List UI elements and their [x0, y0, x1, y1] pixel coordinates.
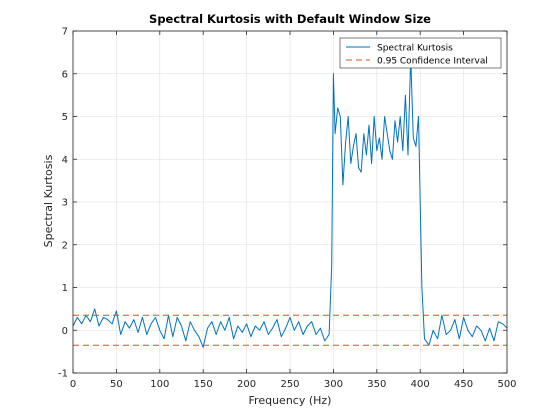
x-tick-label: 150 — [194, 379, 213, 390]
legend-label: 0.95 Confidence Interval — [377, 57, 488, 67]
y-tick-label: -1 — [58, 369, 68, 380]
y-tick-label: 4 — [62, 155, 68, 166]
y-tick-label: 3 — [62, 198, 68, 209]
y-tick-label: 5 — [62, 112, 68, 123]
y-tick-label: 7 — [62, 27, 68, 38]
x-axis-label: Frequency (Hz) — [249, 394, 332, 407]
chart-title: Spectral Kurtosis with Default Window Si… — [149, 12, 431, 26]
series-layer — [72, 56, 508, 348]
legend: Spectral Kurtosis 0.95 Confidence Interva… — [339, 37, 502, 69]
x-tick-label: 300 — [324, 379, 343, 390]
legend-label: Spectral Kurtosis — [377, 44, 453, 54]
y-tick-label: 1 — [62, 283, 68, 294]
y-axis-label: Spectral Kurtosis — [42, 154, 55, 247]
x-tick-label: 350 — [367, 379, 386, 390]
x-tick-label: 50 — [110, 379, 123, 390]
x-tick-label: 400 — [411, 379, 430, 390]
spectral-kurtosis-line — [72, 56, 508, 348]
x-tick-label: 0 — [70, 379, 76, 390]
x-tick-label: 500 — [497, 379, 516, 390]
x-tick-label: 100 — [150, 379, 169, 390]
y-tick-label: 6 — [62, 69, 68, 80]
y-tick-label: 0 — [62, 326, 68, 337]
x-tick-label: 450 — [454, 379, 473, 390]
legend-box — [339, 37, 502, 69]
x-tick-label: 200 — [237, 379, 256, 390]
x-tick-label: 250 — [280, 379, 299, 390]
y-tick-label: 2 — [62, 240, 68, 251]
